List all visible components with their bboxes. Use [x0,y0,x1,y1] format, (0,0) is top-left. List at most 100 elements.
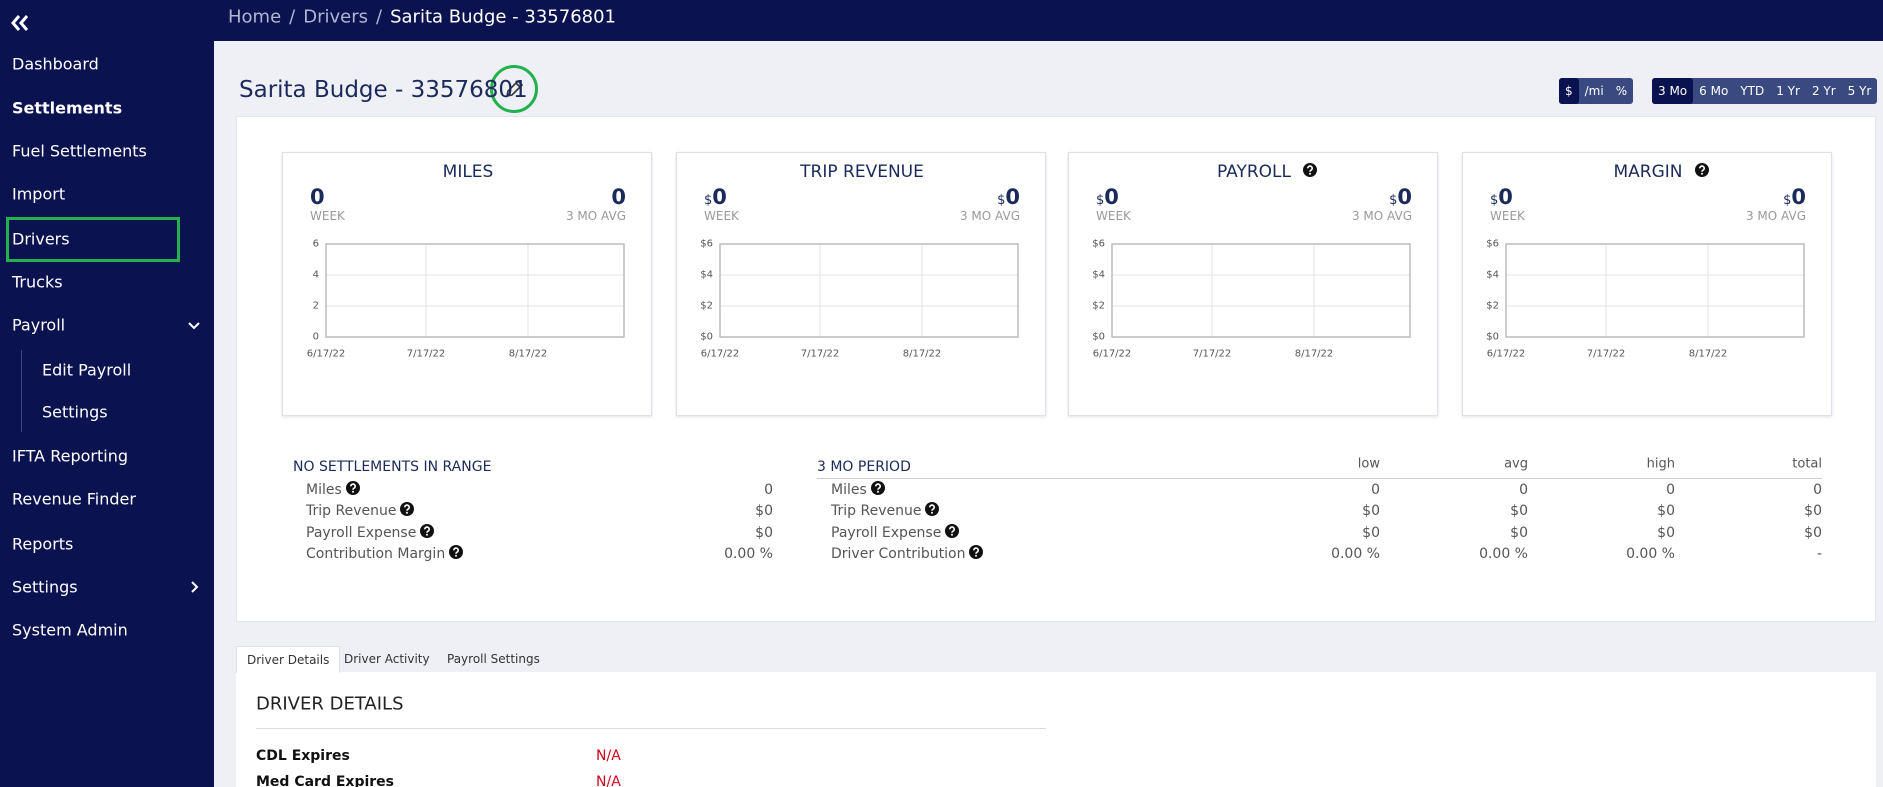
metric-label: Trip Revenue [306,503,397,519]
currency-prefix: $ [1490,193,1499,208]
toggle-button[interactable]: YTD [1740,84,1765,98]
mini-chart [719,243,1019,338]
metric-value: $0 [1362,503,1380,519]
metric-value: $0 [1510,503,1528,519]
breadcrumb-item[interactable]: Home [228,6,282,28]
column-header: low [1357,456,1380,472]
metric-label: Miles [831,482,867,498]
help-icon[interactable] [345,481,360,495]
metric-value: $0 [1657,525,1675,541]
help-icon[interactable] [1694,163,1709,177]
toggle-button[interactable]: 6 Mo [1699,84,1729,98]
metric-label: Payroll Expense [831,525,942,541]
card-value: $0 [997,185,1020,209]
nav-item[interactable]: Payroll [12,315,66,335]
x-tick-label: 7/17/22 [800,348,840,360]
chevron [191,581,199,593]
metric-value: $0 [1804,525,1822,541]
nav-item[interactable]: Import [12,184,66,204]
toggle-button[interactable]: 3 Mo [1652,78,1694,104]
breadcrumb-item[interactable]: Drivers [303,6,369,28]
value-label: WEEK [1490,209,1525,223]
page-title: Sarita Budge - 33576801 [239,77,528,103]
metric-value: 0 [764,482,773,498]
y-tick-label: $2 [700,300,713,312]
collapse-icon[interactable] [10,14,30,32]
header-rule [817,478,1822,479]
metric-label: Payroll Expense [306,525,417,541]
toggle-button[interactable]: 1 Yr [1776,84,1800,98]
nav-item[interactable]: Settlements [12,98,123,118]
nav-item[interactable]: Dashboard [12,54,99,74]
help-icon[interactable] [400,502,415,516]
value-label: WEEK [1096,209,1131,223]
nav-item[interactable]: Reports [12,534,74,554]
nav-item[interactable]: Settings [42,402,108,422]
metric-label: Driver Contribution [831,546,966,562]
help-icon[interactable] [1303,163,1317,177]
metric-value: $0 [755,525,773,541]
value: 0 [712,185,727,209]
card-value: $0 [1096,185,1119,209]
mini-chart [1505,243,1805,338]
metric-value: 0.00 % [1331,546,1380,562]
nav-item[interactable]: Revenue Finder [12,489,136,509]
kpi-card: MILES 0 0 WEEK 3 MO AVG 6 4 2 0 6/17/22 7/17/22 8/1… [282,152,652,416]
y-tick-label: $2 [1486,300,1499,312]
metric-label: Contribution Margin [306,546,446,562]
detail-label: CDL Expires [256,748,350,764]
toggle-group: $ /mi% [1559,78,1634,104]
kpi-card: MARGIN $0 $0 WEEK 3 MO AVG $6 $4 $2 $0 6/17/22 7/1… [1462,152,1832,416]
nav-item[interactable]: Trucks [12,272,63,292]
toggle-button[interactable]: /mi [1584,84,1604,98]
value: 0 [310,185,325,209]
y-tick-label: $0 [700,331,713,343]
metric-value: - [1816,546,1822,562]
currency-prefix: $ [704,193,713,208]
card-value: $0 [704,185,727,209]
nav-item[interactable]: Edit Payroll [42,360,132,380]
nav-item[interactable]: System Admin [12,620,128,640]
metric-value: 0.00 % [1626,546,1675,562]
y-tick-label: $2 [1092,300,1105,312]
tab[interactable]: Driver Details [236,646,341,673]
metric-value: 0 [1666,482,1675,498]
y-tick-label: $6 [1092,238,1105,250]
nav-item[interactable]: Fuel Settlements [12,141,147,161]
sidebar [0,0,214,787]
value: 0 [1397,185,1412,209]
toggle-button[interactable]: 5 Yr [1847,84,1872,98]
x-tick-label: 7/17/22 [1586,348,1626,360]
help-icon[interactable] [449,545,464,559]
nav-item[interactable]: IFTA Reporting [12,446,128,466]
nav-item[interactable]: Settings [12,577,78,597]
help-icon[interactable] [945,524,960,538]
help-icon[interactable] [420,524,435,538]
x-tick-label: 6/17/22 [1092,348,1132,360]
y-tick-label: 6 [312,238,319,250]
metric-value: $0 [1510,525,1528,541]
x-tick-label: 8/17/22 [508,348,548,360]
details-heading: DRIVER DETAILS [256,693,404,715]
metric-value: 0 [1371,482,1380,498]
nav-item[interactable]: Drivers [12,229,70,249]
tab[interactable]: Payroll Settings [447,652,540,666]
help-icon[interactable] [969,545,984,559]
edit-button[interactable] [490,65,538,113]
x-tick-label: 8/17/22 [1294,348,1334,360]
detail-label: Med Card Expires [256,774,394,787]
metric-value: 0 [1519,482,1528,498]
value-label: WEEK [310,209,345,223]
mini-chart [325,243,625,338]
help-icon[interactable] [925,502,940,516]
tab[interactable]: Driver Activity [344,652,430,666]
toggle-button[interactable]: 2 Yr [1811,84,1836,98]
toggle-button[interactable]: % [1615,84,1628,98]
metric-label: Miles [306,482,342,498]
card-value: $0 [1490,185,1513,209]
card-title: MARGIN [1613,162,1683,182]
value-label: WEEK [704,209,739,223]
help-icon[interactable] [870,481,885,495]
toggle-button[interactable]: $ [1559,78,1579,104]
metric-value: $0 [1657,503,1675,519]
